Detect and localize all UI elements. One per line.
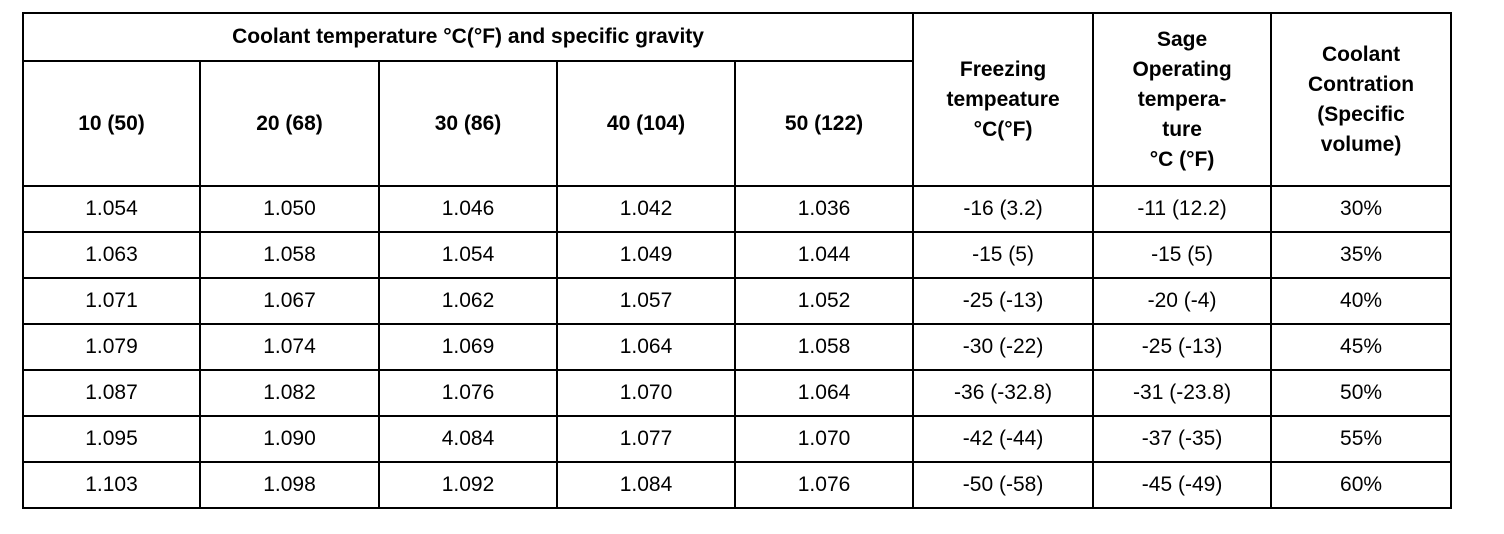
cell: 1.064 (556, 323, 736, 371)
cell: 1.082 (199, 369, 380, 417)
cell: -36 (-32.8) (912, 369, 1095, 417)
cell: -15 (5) (1092, 231, 1273, 279)
cell: -37 (-35) (1092, 415, 1273, 463)
header-line: Sage (1156, 27, 1208, 51)
column-header: 20 (68) (199, 60, 380, 187)
header-line: volume) (1320, 132, 1402, 156)
cell: 1.062 (378, 277, 558, 325)
cell: -42 (-44) (912, 415, 1095, 463)
cell: 1.070 (733, 415, 915, 463)
cell: -31 (-23.8) (1092, 369, 1273, 417)
cell: 60% (1270, 461, 1453, 509)
header-line: tempeature (946, 87, 1060, 111)
cell: 1.092 (378, 461, 558, 509)
column-header: 50 (122) (733, 60, 915, 187)
cell: -20 (-4) (1092, 277, 1273, 325)
cell: 40% (1270, 277, 1453, 325)
column-header: 40 (104) (556, 60, 736, 187)
cell: 1.071 (22, 277, 201, 325)
header-line: Freezing (959, 57, 1047, 81)
cell: 1.058 (199, 231, 380, 279)
cell: 1.054 (378, 231, 558, 279)
cell: 1.069 (378, 323, 558, 371)
cell: 1.079 (22, 323, 201, 371)
cell: -50 (-58) (912, 461, 1095, 509)
column-header: Freezing tempeature °C(°F) (912, 12, 1095, 187)
data-row: 1.063 1.058 1.054 1.049 1.044 -15 (5) -15 (5) 3… (22, 231, 1453, 279)
cell: -45 (-49) (1092, 461, 1273, 509)
cell: 1.046 (378, 185, 558, 233)
data-row: 1.087 1.082 1.076 1.070 1.064 -36 (-32.8) -31 … (22, 369, 1453, 417)
cell: -16 (3.2) (912, 185, 1095, 233)
cell: 1.098 (199, 461, 380, 509)
header-line: Operating (1132, 57, 1232, 81)
cell: 1.042 (556, 185, 736, 233)
cell: 55% (1270, 415, 1453, 463)
header-line: tempera- (1137, 87, 1227, 111)
header-row: 10 (50) 20 (68) 30 (86) 40 (104) 50 (122) (22, 60, 1451, 187)
cell: 1.063 (22, 231, 201, 279)
group-header: Coolant temperature °C(°F) and specific … (21, 12, 915, 62)
data-row: 1.095 1.090 4.084 1.077 1.070 -42 (-44) -37 (-… (22, 415, 1453, 463)
cell: 50% (1270, 369, 1453, 417)
cell: 1.052 (733, 277, 915, 325)
column-header: 30 (86) (378, 60, 558, 187)
cell: -25 (-13) (912, 277, 1095, 325)
cell: -15 (5) (912, 231, 1095, 279)
cell: 1.049 (556, 231, 736, 279)
cell: 1.090 (199, 415, 380, 463)
header-line: °C(°F) (973, 117, 1033, 141)
data-row: 1.054 1.050 1.046 1.042 1.036 -16 (3.2) -11 (1… (22, 185, 1453, 233)
data-row: 1.103 1.098 1.092 1.084 1.076 -50 (-58) -45 (-… (22, 461, 1453, 509)
header-line: Coolant (1321, 42, 1401, 66)
column-header: Sage Operating tempera-ture °C (°F) (1092, 12, 1273, 187)
cell: 1.050 (199, 185, 380, 233)
cell: 1.087 (22, 369, 201, 417)
cell: -25 (-13) (1092, 323, 1273, 371)
cell: -11 (12.2) (1092, 185, 1273, 233)
cell: 1.036 (733, 185, 915, 233)
cell: 1.077 (556, 415, 736, 463)
column-header: Coolant Contration (Specific volume) (1270, 12, 1453, 187)
cell: 1.058 (733, 323, 915, 371)
cell: 35% (1270, 231, 1453, 279)
cell: 1.070 (556, 369, 736, 417)
header-line: (Specific (1317, 102, 1405, 126)
column-header: 10 (50) (22, 60, 201, 187)
data-row: 1.071 1.067 1.062 1.057 1.052 -25 (-13) -20 (-… (22, 277, 1453, 325)
cell: 1.084 (556, 461, 736, 509)
cell: 1.076 (733, 461, 915, 509)
cell: 1.095 (22, 415, 201, 463)
cell: 1.067 (199, 277, 380, 325)
cell: 1.054 (22, 185, 201, 233)
cell: 45% (1270, 323, 1453, 371)
cell: 1.103 (22, 461, 201, 509)
cell: -30 (-22) (912, 323, 1095, 371)
cell: 1.057 (556, 277, 736, 325)
header-row: Coolant temperature °C(°F) and specific … (21, 12, 1453, 187)
header-line: ture (1162, 117, 1202, 141)
cell: 1.064 (733, 369, 915, 417)
cell: 1.076 (378, 369, 558, 417)
header-line: °C (°F) (1149, 147, 1215, 171)
cell: 30% (1270, 185, 1453, 233)
header-line: Contration (1307, 72, 1415, 96)
cell: 1.044 (733, 231, 915, 279)
cell: 1.074 (199, 323, 380, 371)
cell: 4.084 (378, 415, 558, 463)
coolant-table: Coolant temperature °C(°F) and specific … (21, 12, 1453, 509)
data-row: 1.079 1.074 1.069 1.064 1.058 -30 (-22) -25 (-… (22, 323, 1453, 371)
